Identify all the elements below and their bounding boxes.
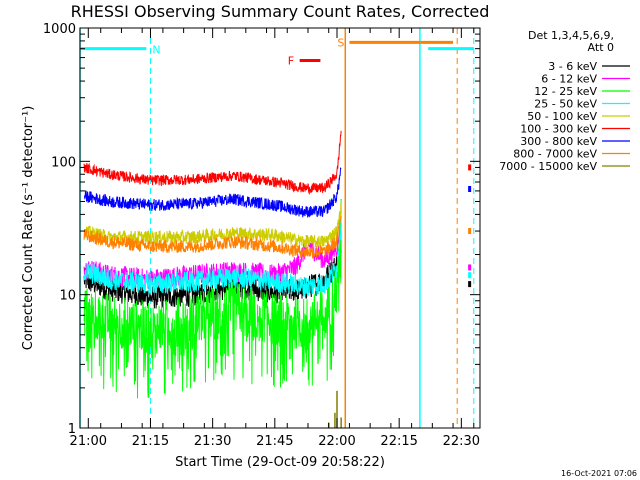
y-axis-label: Corrected Count Rate (s⁻¹ detector⁻¹) <box>21 106 36 351</box>
legend-label-1: 6 - 12 keV <box>541 73 597 86</box>
legend-label-0: 3 - 6 keV <box>548 60 597 73</box>
x-tick-label-3: 21:45 <box>256 434 293 449</box>
y-tick-label-1: 10 <box>59 289 76 304</box>
chart-title: RHESSI Observing Summary Count Rates, Co… <box>71 2 490 21</box>
post-gap-point-1 <box>468 186 472 193</box>
legend-label-3: 25 - 50 keV <box>534 98 597 111</box>
x-tick-label-6: 22:30 <box>443 434 480 449</box>
legend-label-8: 7000 - 15000 keV <box>499 160 597 173</box>
y-tick-label-2: 100 <box>51 155 76 170</box>
plot-frame <box>79 27 481 429</box>
post-gap-point-0 <box>468 164 472 171</box>
post-gap-point-5 <box>468 281 472 288</box>
flag-label-2: S <box>337 36 344 49</box>
x-axis-label: Start Time (29-Oct-09 20:58:22) <box>175 455 385 470</box>
x-tick-label-2: 21:30 <box>194 434 231 449</box>
post-gap-point-2 <box>468 228 472 235</box>
post-gap-point-3 <box>468 264 472 271</box>
legend-label-6: 300 - 800 keV <box>520 135 597 148</box>
x-tick-label-5: 22:15 <box>380 434 417 449</box>
footer-date: 16-Oct-2021 07:06 <box>561 469 637 478</box>
x-tick-label-4: 22:00 <box>318 434 355 449</box>
post-gap-point-4 <box>468 272 472 279</box>
legend-header-line-2: Att 0 <box>588 41 614 54</box>
legend-label-4: 50 - 100 keV <box>527 110 597 123</box>
flag-label-0: N <box>152 44 160 57</box>
x-tick-label-0: 21:00 <box>70 434 107 449</box>
legend-header-line-1: Det 1,3,4,5,6,9, <box>528 29 614 42</box>
series-line-6 <box>83 167 342 218</box>
legend-label-2: 12 - 25 keV <box>534 85 597 98</box>
series-line-2 <box>83 198 342 399</box>
series-line-3 <box>83 211 342 298</box>
x-tick-label-1: 21:15 <box>132 434 169 449</box>
flag-label-3: F <box>288 55 294 68</box>
legend-label-5: 100 - 300 keV <box>520 123 597 136</box>
y-tick-label-0: 1 <box>68 422 76 437</box>
series-line-7 <box>83 215 342 259</box>
y-tick-label-3: 1000 <box>43 22 76 37</box>
legend-label-7: 800 - 7000 keV <box>513 148 597 161</box>
series-line-5 <box>83 130 342 195</box>
